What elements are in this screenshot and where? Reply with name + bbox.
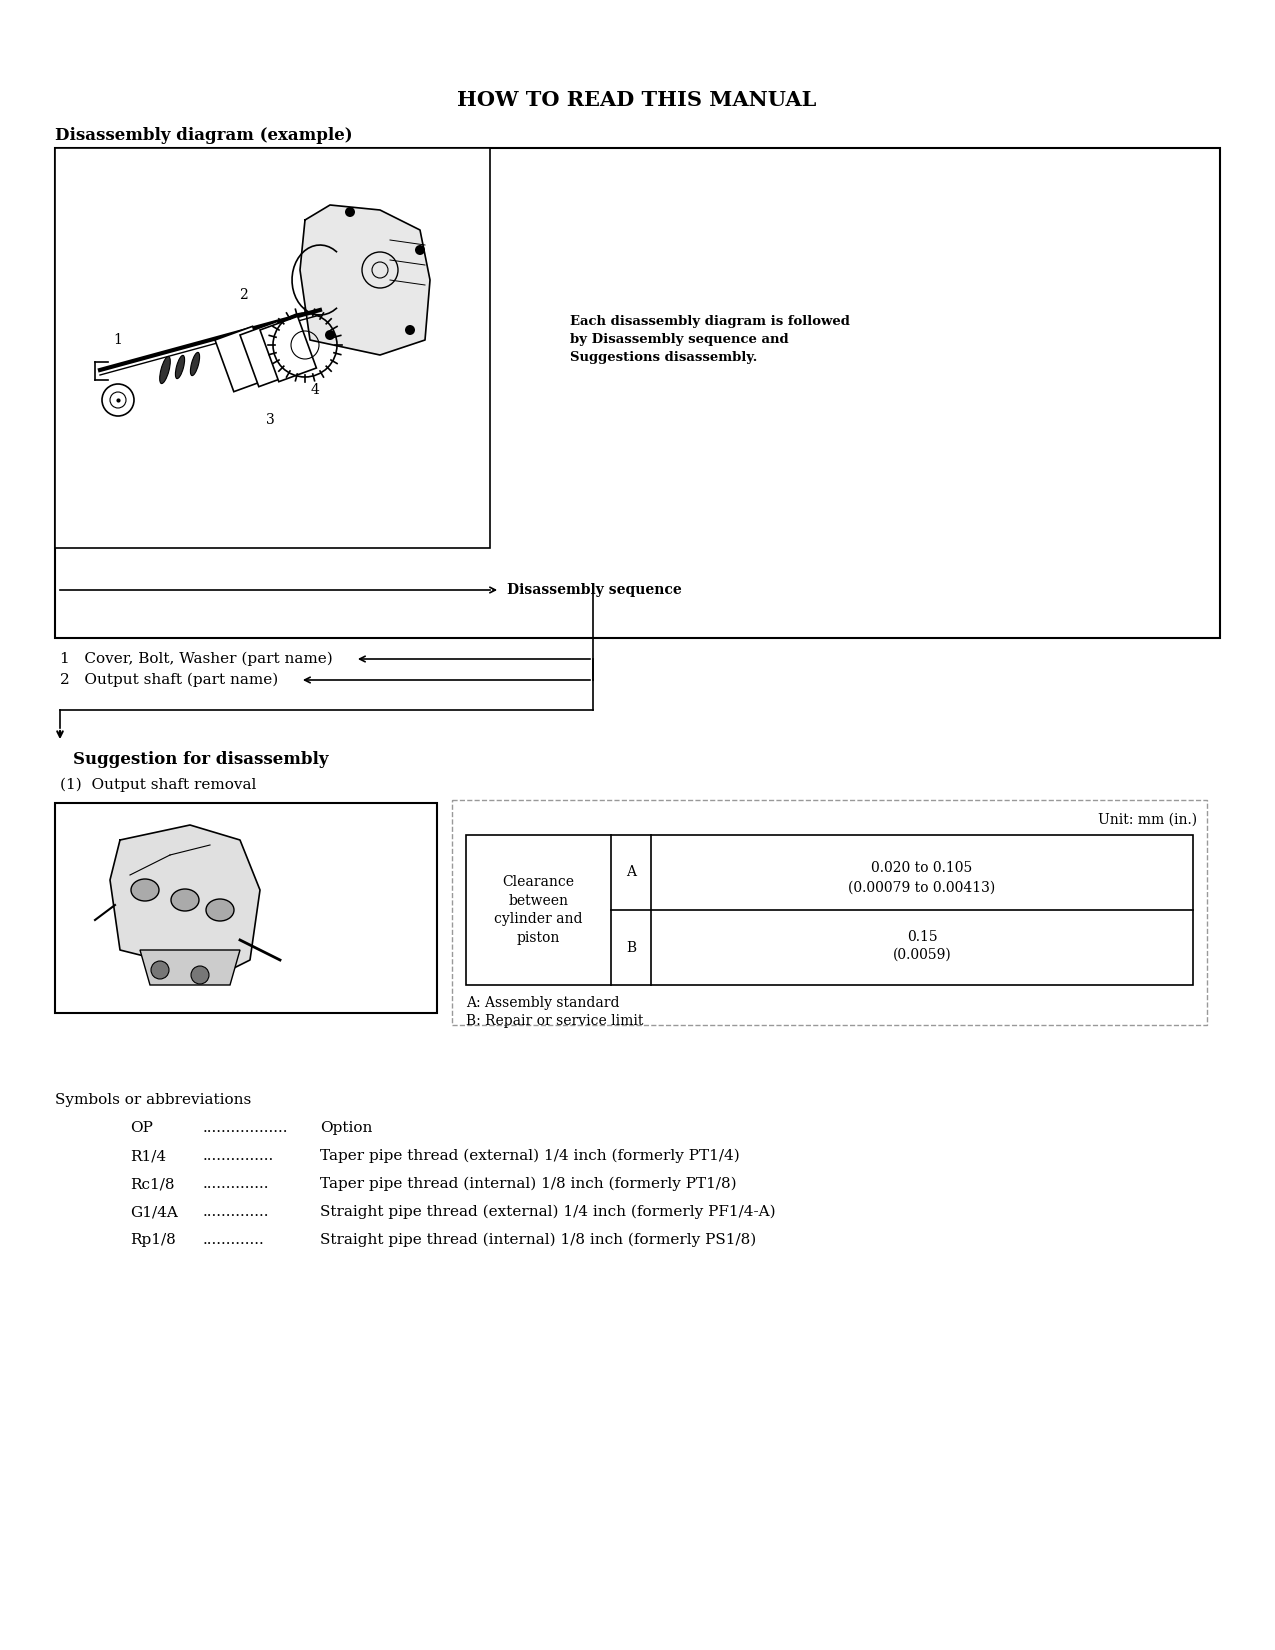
Text: Clearance
between
cylinder and
piston: Clearance between cylinder and piston [495,876,583,944]
Ellipse shape [207,899,235,921]
Text: ..............: .............. [203,1176,269,1191]
FancyBboxPatch shape [465,835,1193,985]
Text: 4: 4 [311,383,320,398]
Ellipse shape [176,355,185,378]
Text: Taper pipe thread (internal) 1/8 inch (formerly PT1/8): Taper pipe thread (internal) 1/8 inch (f… [320,1176,737,1191]
Ellipse shape [190,353,200,376]
Text: Straight pipe thread (external) 1/4 inch (formerly PF1/4-A): Straight pipe thread (external) 1/4 inch… [320,1204,775,1219]
Text: ..................: .................. [203,1120,288,1135]
Bar [260,317,316,381]
Text: Unit: mm (in.): Unit: mm (in.) [1098,813,1197,827]
Text: HOW TO READ THIS MANUAL: HOW TO READ THIS MANUAL [458,91,817,111]
Text: Straight pipe thread (internal) 1/8 inch (formerly PS1/8): Straight pipe thread (internal) 1/8 inch… [320,1233,756,1247]
Text: .............: ............. [203,1233,265,1247]
Text: Taper pipe thread (external) 1/4 inch (formerly PT1/4): Taper pipe thread (external) 1/4 inch (f… [320,1148,740,1163]
Ellipse shape [159,356,171,383]
FancyBboxPatch shape [453,800,1207,1025]
Circle shape [405,325,414,335]
Bar [240,322,296,386]
Text: Suggestion for disassembly: Suggestion for disassembly [73,751,329,769]
Text: (0.00079 to 0.00413): (0.00079 to 0.00413) [848,881,996,894]
Text: 1: 1 [113,333,122,346]
Text: G1/4A: G1/4A [130,1204,178,1219]
Text: A: A [626,866,636,879]
Circle shape [414,244,425,256]
Text: Disassembly diagram (example): Disassembly diagram (example) [55,127,353,144]
Text: B: Repair or service limit: B: Repair or service limit [465,1015,644,1028]
Text: Symbols or abbreviations: Symbols or abbreviations [55,1092,251,1107]
Text: Each disassembly diagram is followed
by Disassembly sequence and
Suggestions dis: Each disassembly diagram is followed by … [570,315,850,365]
Text: ...............: ............... [203,1148,274,1163]
Text: Disassembly sequence: Disassembly sequence [507,582,682,597]
Ellipse shape [171,889,199,911]
Text: B: B [626,940,636,954]
Text: Option: Option [320,1120,372,1135]
Text: 2   Output shaft (part name): 2 Output shaft (part name) [60,673,278,686]
Text: 3: 3 [265,412,274,427]
Text: (1)  Output shaft removal: (1) Output shaft removal [60,777,256,792]
Polygon shape [110,825,260,975]
Text: Rp1/8: Rp1/8 [130,1233,176,1247]
Text: (0.0059): (0.0059) [892,949,951,962]
Text: ..............: .............. [203,1204,269,1219]
Circle shape [325,330,335,340]
Text: 2: 2 [238,289,247,302]
FancyBboxPatch shape [55,148,1220,639]
Bar [215,327,272,391]
Text: Rc1/8: Rc1/8 [130,1176,175,1191]
Text: 1   Cover, Bolt, Washer (part name): 1 Cover, Bolt, Washer (part name) [60,652,333,667]
Text: 0.020 to 0.105: 0.020 to 0.105 [871,861,973,875]
Text: 0.15: 0.15 [907,931,937,944]
Text: OP: OP [130,1120,153,1135]
Text: A: Assembly standard: A: Assembly standard [465,997,620,1010]
Polygon shape [140,950,240,985]
FancyBboxPatch shape [55,804,437,1013]
Text: R1/4: R1/4 [130,1148,166,1163]
Circle shape [346,206,354,218]
Ellipse shape [131,879,159,901]
FancyBboxPatch shape [55,148,490,548]
Circle shape [191,965,209,983]
Polygon shape [300,205,430,355]
Circle shape [150,960,170,978]
